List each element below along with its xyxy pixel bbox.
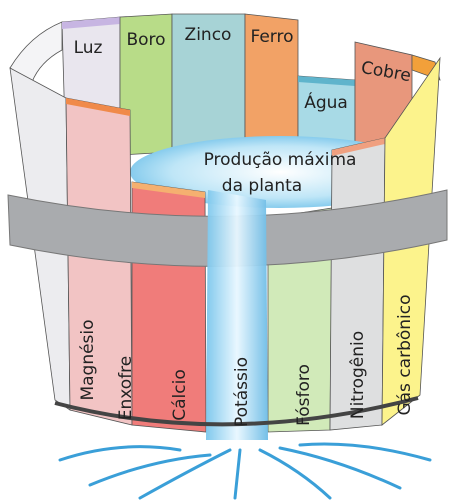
barrel-diagram: Luz Boro Zinco Ferro Água Cobre Produção… (0, 0, 454, 503)
splash-stroke (60, 447, 180, 460)
center-label: Produção máxima (204, 150, 357, 170)
stave-label: Água (304, 91, 348, 113)
stave-label: Magnésio (78, 319, 98, 400)
splash-stroke (280, 448, 400, 488)
splash-stroke (235, 450, 240, 498)
splash (60, 444, 430, 498)
stave-label: Cálcio (170, 369, 190, 420)
page: Luz Boro Zinco Ferro Água Cobre Produção… (0, 0, 454, 503)
stave-label: Fósforo (294, 364, 314, 426)
center-label: da planta (222, 176, 302, 196)
stave-label: Boro (126, 30, 165, 50)
stave-label: Gás carbônico (395, 294, 415, 415)
stave-label: Enxofre (116, 356, 136, 421)
stave-label: Potássio (232, 357, 252, 427)
stave-label: Ferro (250, 27, 293, 47)
stave-label: Zinco (185, 25, 232, 45)
stave-label: Luz (74, 38, 103, 58)
stave-label: Nitrogênio (348, 331, 368, 419)
